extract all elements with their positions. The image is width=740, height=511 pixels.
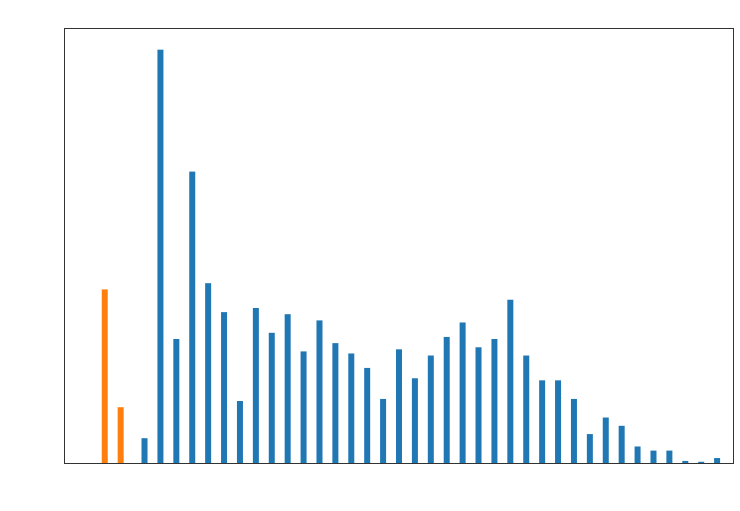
bar-series2-21 [459,322,466,463]
bar-series2-13 [332,343,339,463]
bar-series2-6 [221,312,228,463]
bar-series2-19 [427,355,434,463]
bar-series2-32 [634,446,641,463]
bar-series2-22 [475,347,482,463]
bar-series2-26 [539,380,546,463]
bar-series2-10 [284,314,291,463]
bar-series2-31 [618,425,625,463]
bar-series2-1 [141,438,148,463]
bar-series2-30 [602,417,609,463]
bar-series2-7 [236,401,243,463]
bar-series2-11 [300,351,307,463]
bar-series2-24 [507,299,514,463]
bar-series2-29 [586,434,593,463]
bar-series2-28 [570,398,577,463]
bar-series2-27 [555,380,562,463]
bar-series2-35 [682,460,689,463]
bar-series2-36 [698,461,705,463]
bar-series2-18 [411,378,418,463]
bar-series1-2 [117,407,124,463]
bar-series2-37 [714,458,721,463]
bar-series2-23 [491,339,498,463]
bar-series2-33 [650,450,657,463]
bar-series2-4 [189,171,196,463]
bar-series2-16 [380,398,387,463]
bar-series2-3 [173,339,180,463]
bar-series2-17 [396,349,402,463]
bar-series2-34 [666,450,673,463]
bar-series2-15 [364,367,371,463]
bar-series2-8 [252,308,259,463]
bar-series2-25 [523,355,530,463]
bar-series1-1 [101,289,108,463]
bars-layer [101,49,721,464]
bar-series2-14 [348,353,355,463]
bar-series2-12 [316,320,323,463]
bar-series2-20 [443,336,450,463]
bar-series2-2 [157,49,164,464]
plot-area-frame [64,28,734,464]
bar-series2-5 [205,283,212,463]
bar-series2-9 [268,332,275,463]
